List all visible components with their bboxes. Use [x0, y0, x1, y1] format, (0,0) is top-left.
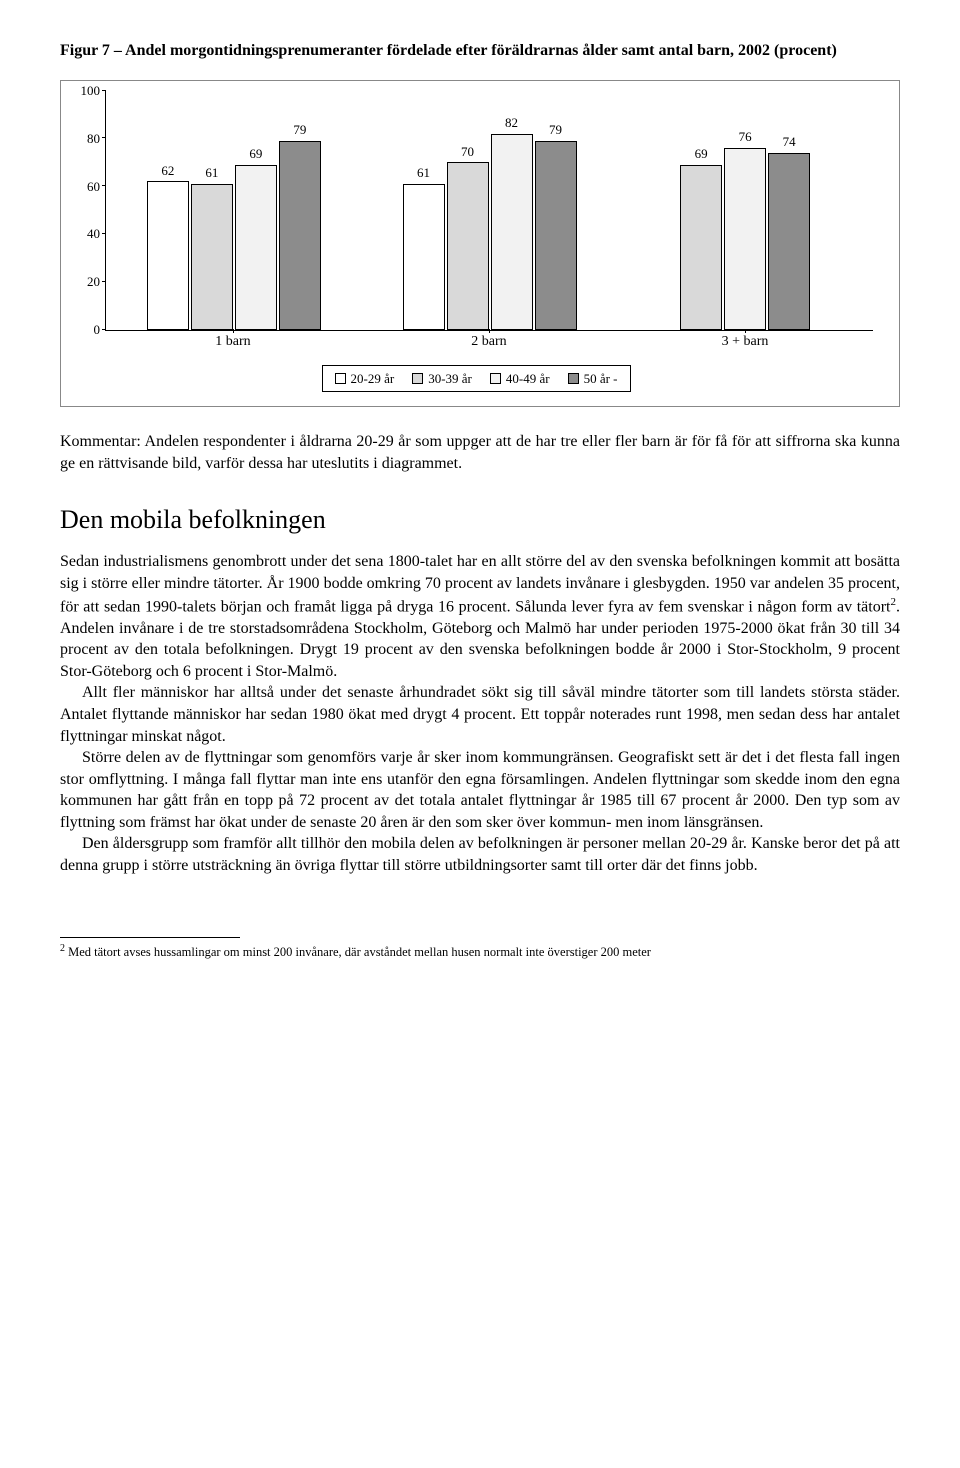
bar [680, 165, 722, 330]
legend-item: 30-39 år [412, 370, 472, 388]
paragraph: Sedan industrialismens genombrott under … [60, 551, 900, 682]
paragraph: Större delen av de flyttningar som genom… [60, 747, 900, 833]
bar-value-label: 62 [161, 162, 174, 180]
body-text: Sedan industrialismens genombrott under … [60, 551, 900, 876]
bar [768, 153, 810, 330]
legend-swatch [335, 373, 346, 384]
y-tick-label: 40 [70, 225, 100, 243]
legend-item: 40-49 år [490, 370, 550, 388]
bar-group: 69 76 74 [617, 91, 873, 330]
bar-value-label: 69 [695, 145, 708, 163]
y-tick-label: 20 [70, 273, 100, 291]
legend-swatch [568, 373, 579, 384]
legend-label: 30-39 år [428, 370, 472, 388]
legend-swatch [490, 373, 501, 384]
section-heading: Den mobila befolkningen [60, 502, 900, 537]
legend-label: 20-29 år [351, 370, 395, 388]
bar-value-label: 79 [293, 121, 306, 139]
legend-item: 20-29 år [335, 370, 395, 388]
bar-value-label: 69 [249, 145, 262, 163]
footnote: 2 Med tätort avses hussamlingar om minst… [60, 942, 900, 961]
x-tick-label: 3 + barn [617, 333, 873, 353]
bar-group: 61 70 82 79 [362, 91, 618, 330]
chart-plot-area: 0204060801006261697961708279697674 1 bar… [105, 91, 873, 351]
legend-swatch [412, 373, 423, 384]
y-tick-label: 0 [70, 321, 100, 339]
x-tick-label: 2 barn [361, 333, 617, 353]
bar-chart: 0 20 40 60 80 100 62 61 69 79 61 70 82 79 69 76 74 1 bar… [60, 80, 900, 408]
bar [147, 181, 189, 329]
bar-value-label: 82 [505, 114, 518, 132]
y-tick-label: 100 [70, 82, 100, 100]
text-run: Sedan industrialismens genombrott under … [60, 553, 900, 615]
bar [191, 184, 233, 330]
y-tick-label: 80 [70, 130, 100, 148]
bar-group: 62 61 69 79 [106, 91, 362, 330]
legend-item: 50 år - [568, 370, 618, 388]
bar-value-label: 61 [205, 164, 218, 182]
legend-label: 40-49 år [506, 370, 550, 388]
y-tick-label: 60 [70, 177, 100, 195]
x-tick-label: 1 barn [105, 333, 361, 353]
bar-value-label: 76 [739, 128, 752, 146]
bar [235, 165, 277, 330]
bar [279, 141, 321, 330]
bar [447, 162, 489, 329]
bar-value-label: 70 [461, 143, 474, 161]
bar [491, 134, 533, 330]
figure-title: Figur 7 – Andel morgontidningsprenumeran… [60, 40, 900, 62]
paragraph: Allt fler människor har alltså under det… [60, 682, 900, 747]
bar [535, 141, 577, 330]
figure-commentary: Kommentar: Andelen respondenter i åldrar… [60, 431, 900, 474]
legend-label: 50 år - [584, 370, 618, 388]
footnote-text: Med tätort avses hussamlingar om minst 2… [65, 945, 651, 959]
bar [724, 148, 766, 330]
bar-value-label: 61 [417, 164, 430, 182]
chart-legend: 20-29 år 30-39 år 40-49 år 50 år - [322, 365, 631, 393]
bar-value-label: 79 [549, 121, 562, 139]
paragraph: Den åldersgrupp som framför allt tillhör… [60, 833, 900, 876]
footnote-separator [60, 937, 240, 938]
bar [403, 184, 445, 330]
bar-value-label: 74 [783, 133, 796, 151]
